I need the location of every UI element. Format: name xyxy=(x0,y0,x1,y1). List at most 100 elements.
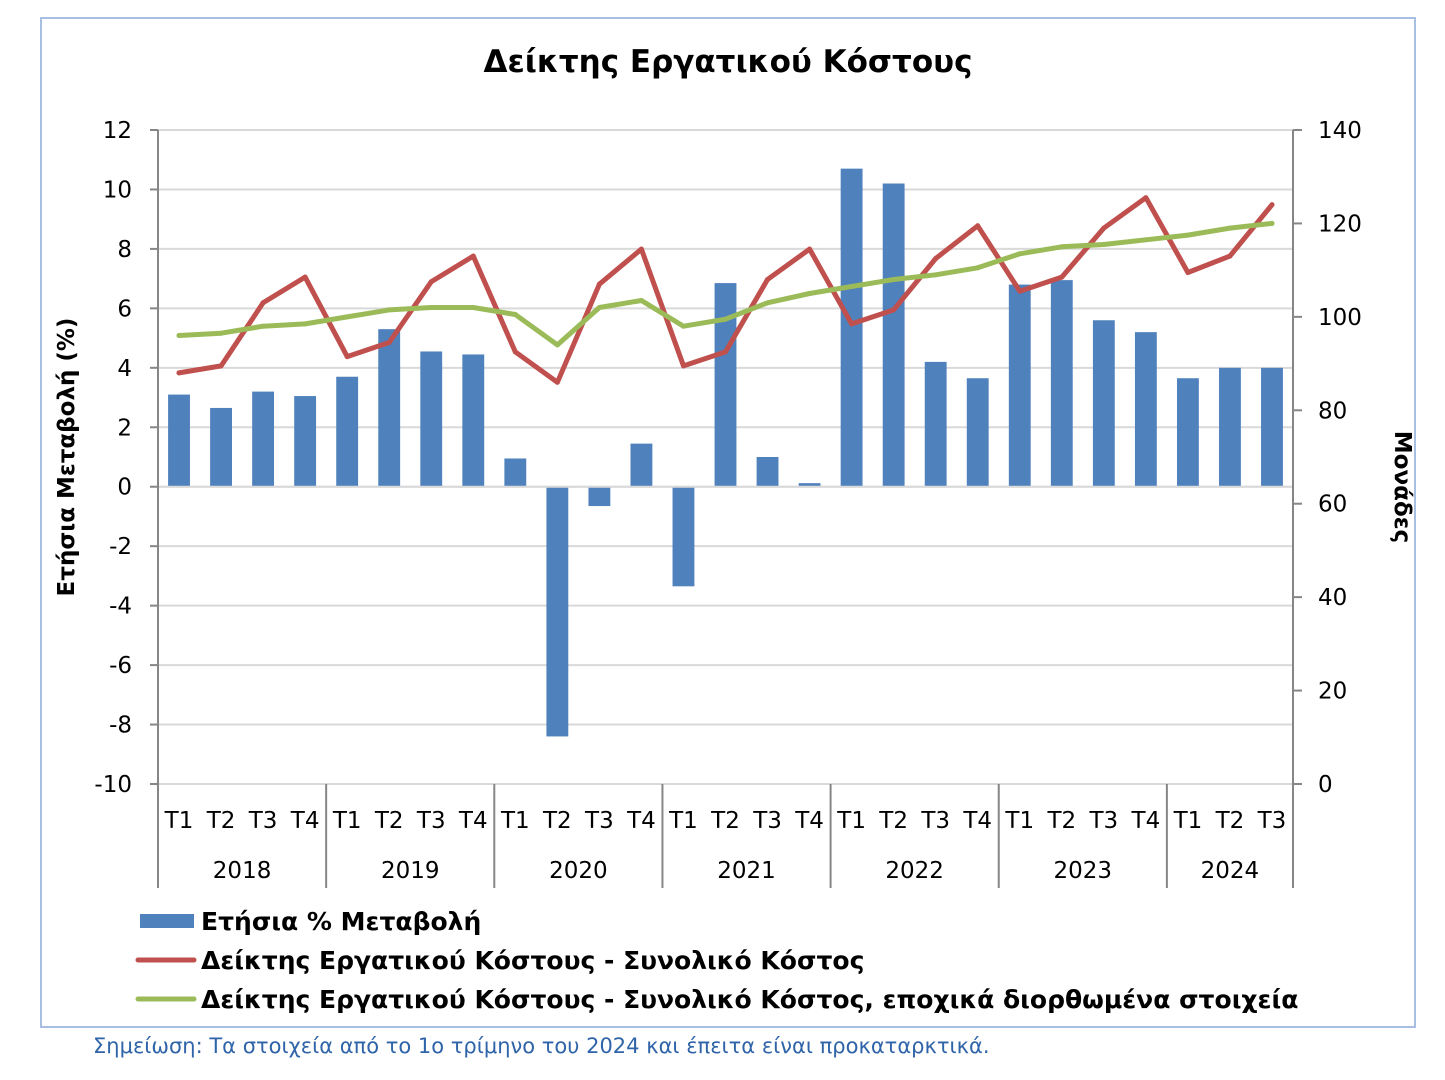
line-point-2-16 xyxy=(849,283,855,289)
footnote: Σημείωση: Τα στοιχεία από το 1ο τρίμηνο … xyxy=(93,1034,990,1058)
bar-14 xyxy=(756,457,779,487)
bar-19 xyxy=(966,378,989,487)
line-point-1-6 xyxy=(428,279,434,285)
left-tick-label-0: 12 xyxy=(103,118,132,144)
bar-7 xyxy=(462,354,485,487)
line-point-1-8 xyxy=(512,349,518,355)
line-point-1-0 xyxy=(176,370,182,376)
bar-6 xyxy=(420,351,443,487)
x-tick-label-10: Τ3 xyxy=(584,808,614,834)
right-axis-ticks: 140 120 100 80 60 40 20 0 xyxy=(1293,118,1362,798)
x-axis-ticks: Τ1 Τ2 Τ3 Τ4 Τ1 Τ2 Τ3 Τ4 Τ1 Τ2 Τ3 Τ4 Τ1 Τ2 Τ3 Τ4 Τ1 Τ2 Τ3 Τ4… xyxy=(164,784,1287,888)
year-label-1: 2019 xyxy=(381,858,440,884)
left-tick-label-10: -8 xyxy=(109,713,132,739)
line-point-1-12 xyxy=(680,363,686,369)
line-point-2-25 xyxy=(1227,225,1233,231)
right-tick-label-6: 20 xyxy=(1318,679,1347,705)
bar-1 xyxy=(210,407,232,487)
bar-20 xyxy=(1008,284,1031,487)
bar-0 xyxy=(168,394,190,487)
x-tick-label-1: Τ2 xyxy=(206,808,236,834)
line-point-2-13 xyxy=(723,316,728,322)
right-tick-label-1: 120 xyxy=(1318,211,1362,237)
line-point-1-26 xyxy=(1269,202,1275,208)
year-label-5: 2023 xyxy=(1054,858,1113,884)
x-tick-label-2: Τ3 xyxy=(248,808,278,834)
bar-10 xyxy=(588,486,611,507)
line-point-2-6 xyxy=(428,305,434,311)
x-tick-label-9: Τ2 xyxy=(542,808,572,834)
x-tick-label-24: Τ1 xyxy=(1173,808,1203,834)
right-axis-title: Μονάδες xyxy=(1389,431,1415,543)
bar-15 xyxy=(798,483,821,487)
line-point-2-20 xyxy=(1017,251,1023,257)
line-point-2-12 xyxy=(680,323,686,329)
line-point-2-4 xyxy=(344,314,350,320)
line-point-1-11 xyxy=(638,246,644,252)
chart-frame xyxy=(40,17,1416,1028)
chart-title: Δείκτης Εργατικού Κόστους xyxy=(484,44,973,80)
right-tick-label-2: 100 xyxy=(1318,305,1362,331)
legend-label-2: Δείκτης Εργατικού Κόστους - Συνολικό Κόσ… xyxy=(201,985,1298,1014)
line-point-2-19 xyxy=(975,265,981,271)
x-tick-label-15: Τ4 xyxy=(794,808,824,834)
x-tick-label-11: Τ4 xyxy=(626,808,656,834)
legend: Ετήσια % Μεταβολή Δείκτης Εργατικού Κόστο… xyxy=(135,907,1298,1014)
left-tick-label-2: 8 xyxy=(117,237,132,263)
line-point-2-7 xyxy=(470,305,476,311)
year-label-0: 2018 xyxy=(213,858,272,884)
x-tick-label-17: Τ2 xyxy=(878,808,908,834)
bar-4 xyxy=(336,376,359,487)
bar-22 xyxy=(1092,320,1115,487)
line-point-1-3 xyxy=(302,274,308,280)
left-axis-ticks: 12 10 8 6 4 2 0 -2 -4 -6 -8 -10 xyxy=(94,118,158,798)
line-point-1-7 xyxy=(470,253,476,259)
line-point-2-9 xyxy=(554,342,560,348)
x-tick-label-18: Τ3 xyxy=(920,808,950,834)
bar-9 xyxy=(546,486,569,737)
bar-12 xyxy=(672,486,695,587)
bar-17 xyxy=(882,183,905,487)
line-point-2-8 xyxy=(512,312,518,318)
x-tick-label-6: Τ3 xyxy=(416,808,446,834)
line-point-2-18 xyxy=(933,272,939,278)
x-tick-label-13: Τ2 xyxy=(710,808,740,834)
line-point-1-18 xyxy=(933,255,939,261)
left-tick-label-9: -6 xyxy=(109,653,132,679)
year-label-2: 2020 xyxy=(549,858,608,884)
bar-5 xyxy=(378,329,401,487)
line-point-2-5 xyxy=(386,307,392,313)
line-point-2-24 xyxy=(1185,232,1191,238)
bar-8 xyxy=(504,458,527,487)
right-tick-label-4: 60 xyxy=(1318,492,1347,518)
line-point-1-9 xyxy=(554,379,560,385)
x-tick-label-0: Τ1 xyxy=(164,808,194,834)
line-point-2-10 xyxy=(596,305,602,311)
line-point-1-17 xyxy=(891,307,897,313)
line-point-2-0 xyxy=(176,333,182,339)
line-point-2-3 xyxy=(302,321,308,327)
line-point-1-19 xyxy=(975,223,981,229)
line-point-2-23 xyxy=(1143,237,1149,243)
left-tick-label-5: 2 xyxy=(117,415,132,441)
x-tick-label-7: Τ4 xyxy=(458,808,488,834)
left-tick-label-1: 10 xyxy=(103,177,132,203)
x-tick-label-26: Τ3 xyxy=(1257,808,1287,834)
bar-series xyxy=(168,168,1283,737)
line-point-1-23 xyxy=(1143,195,1149,201)
line-point-2-21 xyxy=(1059,244,1065,250)
right-tick-label-5: 40 xyxy=(1318,585,1347,611)
left-tick-label-7: -2 xyxy=(109,534,132,560)
x-tick-label-21: Τ2 xyxy=(1046,808,1076,834)
x-tick-label-22: Τ3 xyxy=(1088,808,1118,834)
bar-26 xyxy=(1261,367,1283,487)
line-point-1-20 xyxy=(1017,288,1023,294)
year-label-4: 2022 xyxy=(885,858,944,884)
right-tick-label-0: 140 xyxy=(1318,118,1362,144)
x-tick-label-16: Τ1 xyxy=(836,808,866,834)
line-point-2-15 xyxy=(807,291,813,296)
line-point-1-1 xyxy=(218,363,224,369)
bar-13 xyxy=(714,283,737,487)
x-tick-label-19: Τ4 xyxy=(962,808,992,834)
bar-24 xyxy=(1176,378,1199,487)
